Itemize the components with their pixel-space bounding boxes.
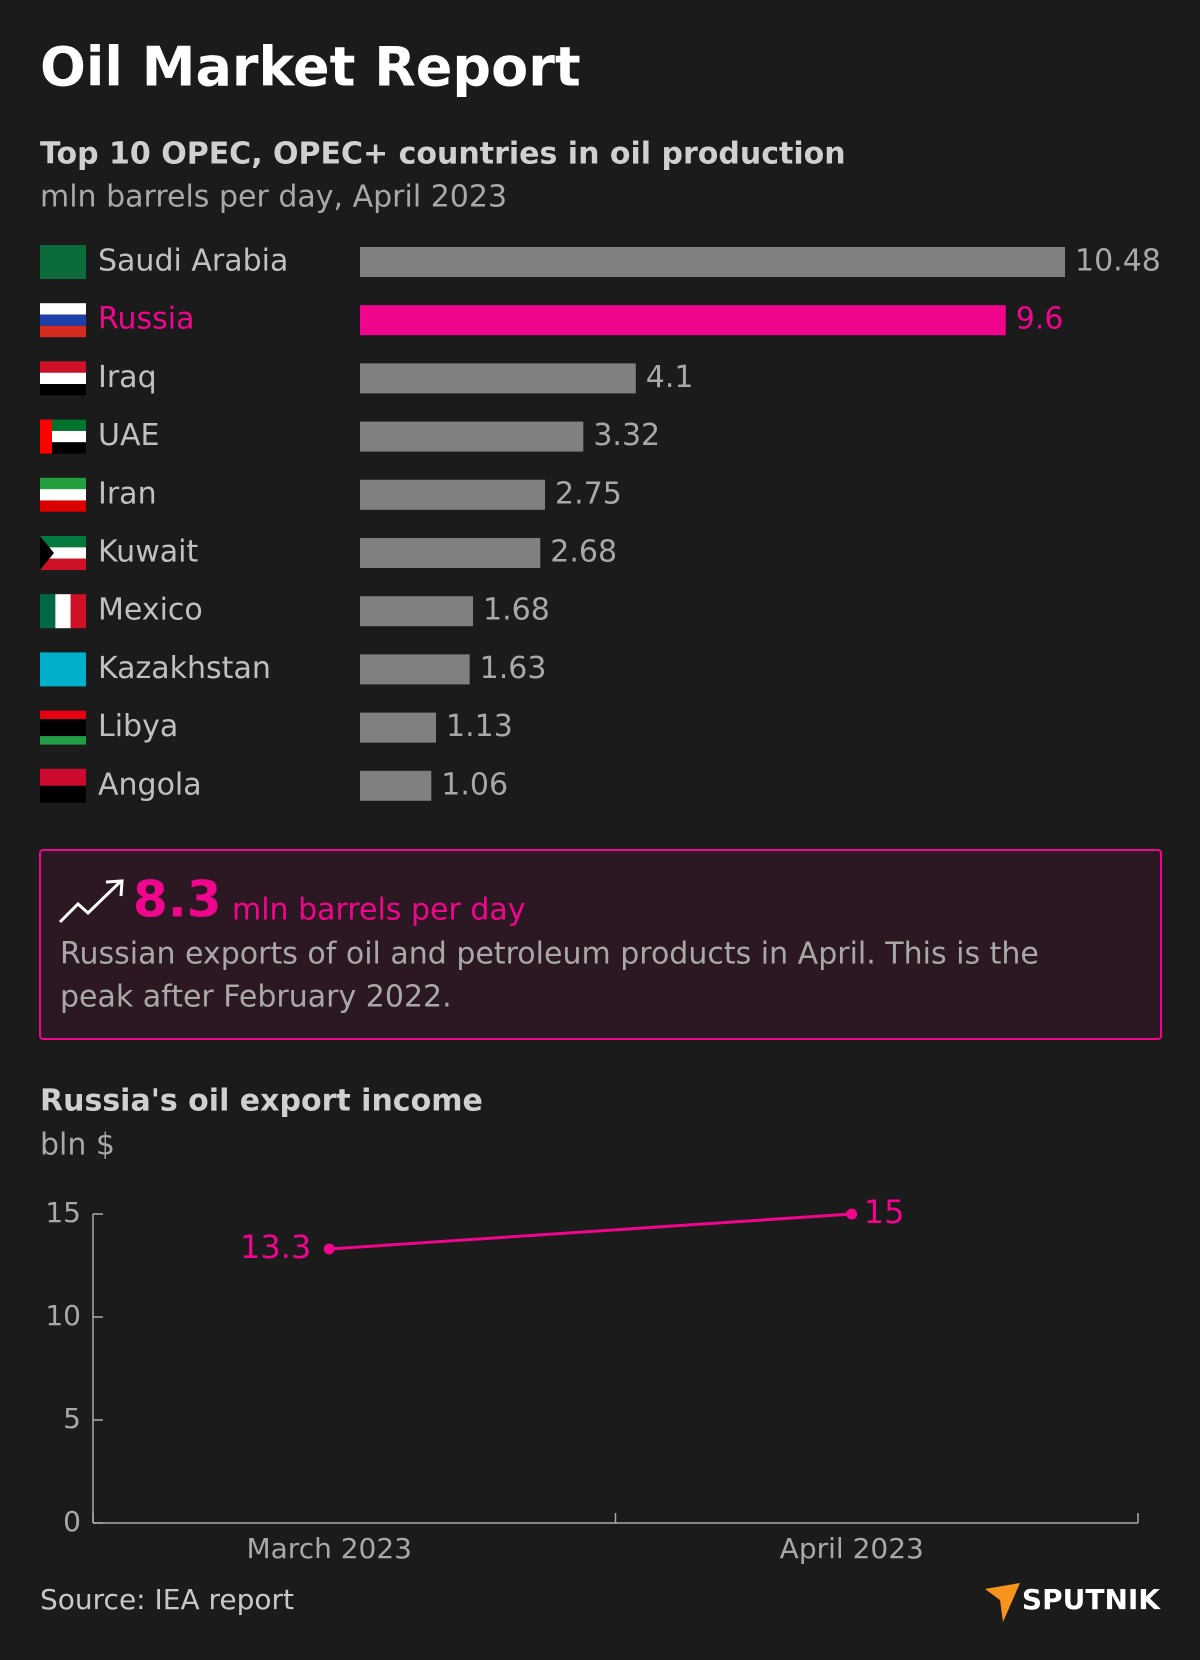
value-label: 10.48 [1075,244,1161,279]
flag [40,536,54,570]
y-tick-label: 5 [63,1402,81,1435]
source: Source: IEA report [40,1583,294,1616]
flag [40,372,86,385]
callout-box [39,849,1162,1040]
trend-icon [58,880,122,924]
point [323,1243,335,1255]
value-label: 15 [864,1193,905,1231]
y-tick-label: 15 [45,1196,81,1229]
value-label: 13.3 [240,1228,311,1266]
flag [40,719,86,728]
category-label: Iraq [98,360,157,395]
category-label: UAE [98,418,159,453]
x-tick-label: April 2023 [780,1532,924,1565]
value-label: 1.06 [441,767,508,802]
chart-subtitle: mln barrels per day, April 2023 [40,180,507,215]
point [846,1208,858,1220]
logo: SPUTNIK [1022,1583,1161,1616]
value-label: 4.1 [646,360,694,395]
y-tick-label: 10 [45,1299,81,1332]
value-label: 1.13 [446,709,513,744]
callout-unit: mln barrels per day [232,893,526,928]
category-label: Saudi Arabia [98,244,288,279]
flag [40,558,86,570]
bar [360,596,474,627]
flag [40,547,86,559]
bar [360,770,432,801]
flag [40,303,86,315]
category-label: Kuwait [98,535,198,570]
flag [40,594,56,629]
flag [40,245,86,279]
flag [40,419,52,454]
flag [40,325,86,338]
flag [40,361,86,373]
y-tick-label: 0 [63,1505,81,1538]
value-label: 1.63 [480,651,547,686]
bar [360,712,437,743]
bar [360,363,636,394]
value-label: 2.75 [555,476,622,511]
value-label: 3.32 [593,418,660,453]
bar [360,538,541,568]
flag [70,594,86,629]
flag [40,736,86,745]
flag [40,477,86,490]
category-label: Mexico [98,593,203,628]
flag [40,652,86,687]
callout-text: Russian exports of oil and petroleum pro… [60,937,1039,972]
value-label: 2.68 [550,535,617,570]
bar [360,654,470,685]
flag [40,500,86,512]
flag [40,419,86,431]
trend-icon-arrow [105,879,124,897]
bar [360,479,545,510]
flag [40,768,86,786]
flag [40,727,86,737]
callout-value: 8.3 [133,871,222,929]
line [329,1212,852,1251]
flag [40,314,86,326]
category-label: Iran [98,476,157,511]
flag [40,489,86,501]
x-tick-label: March 2023 [246,1532,412,1565]
category-label: Kazakhstan [98,651,271,686]
flag [40,442,86,454]
flag [40,785,86,803]
category-label: Angola [98,767,202,802]
flag [40,384,86,396]
value-label: 1.68 [483,593,550,628]
logo-icon [985,1583,1020,1622]
chart-title: Top 10 OPEC, OPEC+ countries in oil prod… [40,137,846,172]
page-title: Oil Market Report [40,36,581,99]
category-label: Libya [98,709,178,744]
flag [40,430,86,443]
callout-text: peak after February 2022. [60,980,452,1015]
flag [55,594,71,629]
chart-title: Russia's oil export income [40,1084,483,1119]
bar [360,421,584,452]
bar [360,305,1006,336]
flag [40,536,86,548]
chart-subtitle: bln $ [40,1128,115,1163]
bar [360,247,1065,277]
category-label: Russia [98,302,195,337]
value-label: 9.6 [1016,302,1064,337]
flag [40,710,86,720]
